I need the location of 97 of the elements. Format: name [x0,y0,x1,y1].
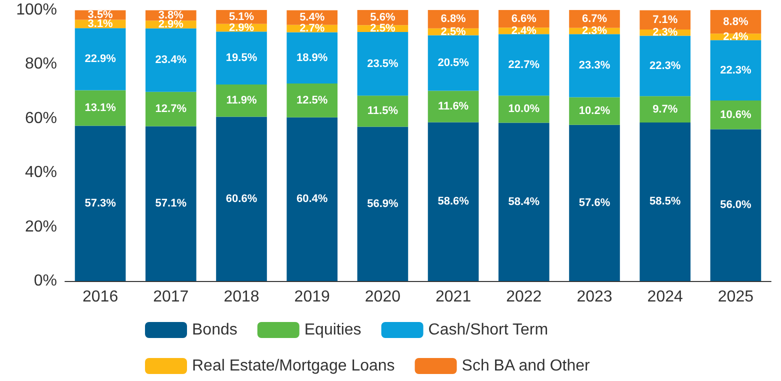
x-tick-label: 2020 [364,288,401,306]
data-label: 11.5% [367,105,398,118]
legend-label: Cash/Short Term [428,322,548,338]
data-label: 2.3% [652,26,678,39]
x-tick-label: 2023 [576,288,612,306]
bar [286,83,338,118]
legend-label: Sch BA and Other [462,358,591,374]
data-label: 2.7% [300,22,325,35]
bar [216,116,267,281]
data-label: 22.9% [84,53,116,66]
data-label: 58.5% [650,196,681,208]
bar [357,96,408,127]
data-label: 6.8% [440,13,466,26]
bar [710,129,762,281]
bar [569,97,620,125]
bar [498,34,550,96]
data-label: 2.4% [511,24,537,37]
data-label: 12.7% [155,103,187,116]
data-label: 11.6% [438,100,469,112]
legend-label: Equities [304,322,362,338]
data-label: 22.7% [508,58,540,71]
data-label: 6.7% [582,12,608,25]
bar [286,32,338,84]
bar [498,96,550,123]
data-label: 2.4% [723,30,748,43]
x-tick-label: 2024 [647,288,683,306]
data-label: 58.6% [438,196,470,208]
bar [428,122,479,281]
data-label: 2.9% [228,22,254,34]
x-tick-label: 2025 [718,288,754,306]
y-tick-label: 100% [16,2,57,18]
bar [216,32,267,85]
bar [428,35,479,91]
data-label: 22.3% [650,60,681,72]
bar [569,124,620,281]
data-label: 6.6% [511,12,537,25]
data-label: 57.3% [84,197,116,210]
data-label: 56.9% [367,198,399,210]
data-label: 8.8% [723,16,748,28]
data-label: 2.5% [370,22,396,35]
data-label: 5.6% [370,12,396,24]
bar [357,126,408,281]
data-label: 22.3% [720,64,752,76]
bar [74,126,126,281]
bar [145,126,196,281]
bar [286,117,338,281]
bar [357,32,408,96]
bar [640,36,691,96]
bar [569,34,620,98]
bar [640,122,691,281]
x-tick-label: 2017 [153,288,189,306]
data-label: 13.1% [84,102,116,114]
data-label: 2.5% [440,26,466,38]
data-label: 10.6% [720,108,752,121]
data-label: 23.5% [367,58,399,70]
bar [640,96,691,122]
bar [145,28,196,92]
data-label: 19.5% [226,52,258,64]
data-label: 57.1% [155,198,187,210]
data-label: 18.9% [296,52,328,64]
data-label: 20.5% [438,56,470,69]
y-tick-label: 40% [24,164,57,182]
data-label: 60.6% [226,192,258,205]
x-tick-label: 2018 [224,288,260,306]
data-label: 10.0% [508,103,540,116]
data-label: 7.1% [652,14,678,26]
bar [216,84,267,117]
bar [498,122,550,281]
data-label: 11.9% [226,94,258,107]
y-tick-label: 60% [24,110,57,127]
data-label: 60.4% [296,193,328,206]
legend-label: Real Estate/Mortgage Loans [192,358,395,374]
x-tick-label: 2016 [82,288,118,306]
data-label: 12.5% [296,94,328,106]
x-tick-label: 2022 [506,288,542,306]
data-label: 2.9% [158,18,184,30]
bar [710,40,762,101]
y-tick-label: 20% [24,218,57,236]
y-tick-label: 80% [24,56,57,73]
data-label: 23.4% [155,54,187,66]
data-label: 10.2% [578,105,610,118]
x-tick-label: 2021 [436,288,472,306]
bar [74,90,126,126]
data-label: 5.1% [228,10,254,23]
bar [74,28,126,90]
data-label: 23.3% [578,60,610,72]
data-label: 3.1% [88,18,114,30]
data-label: 2.3% [582,25,608,38]
data-label: 57.6% [578,196,610,209]
data-label: 58.4% [508,196,540,208]
x-tick-label: 2019 [294,288,330,306]
data-label: 9.7% [652,103,678,116]
data-label: 56.0% [720,199,752,212]
data-label: 5.4% [300,12,325,24]
bar [145,92,196,126]
y-tick-label: 0% [34,272,57,290]
legend-label: Bonds [192,322,238,338]
